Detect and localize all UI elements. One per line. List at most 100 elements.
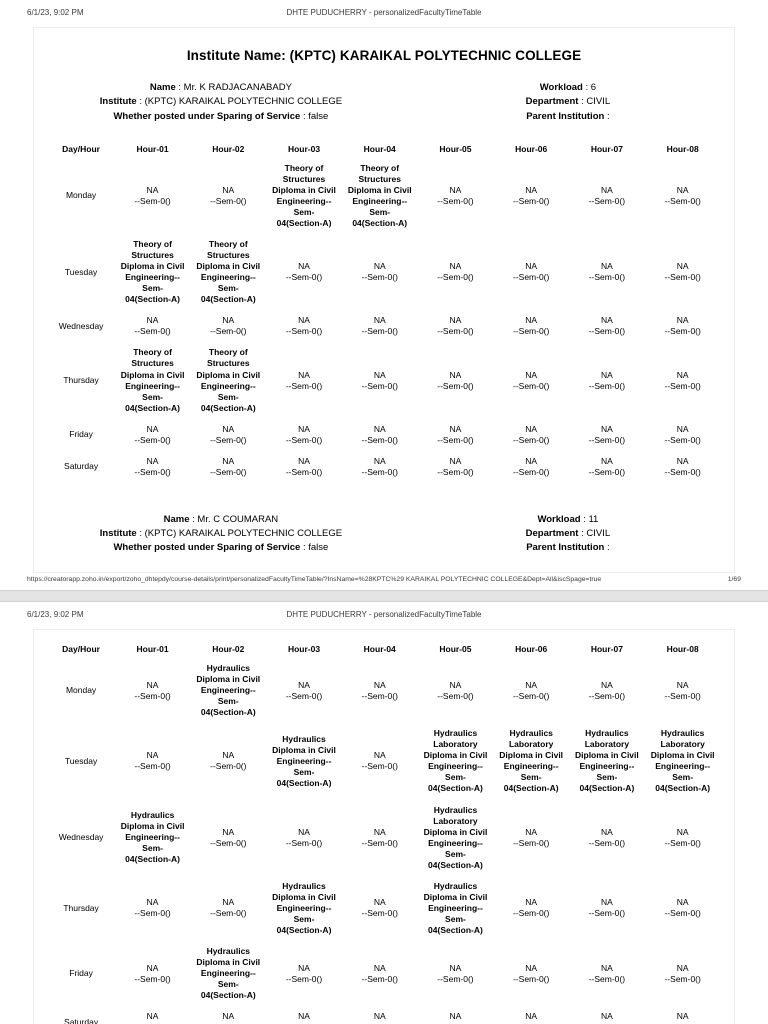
print-header-2: 6/1/23, 9:02 PM DHTE PUDUCHERRY - person… (0, 602, 768, 619)
na-cell: NA --Sem-0() (134, 962, 171, 984)
course-cell: Hydraulics Laboratory Diploma in Civil E… (499, 728, 564, 794)
info-label: Name (163, 513, 190, 525)
info-value: : 11 (580, 513, 599, 525)
timetable-1: Day/Hour Hour-01 Hour-02 Hour-03 Hour-04 Hour… (47, 140, 720, 483)
course-cell: Theory of Structures Diploma in Civil En… (120, 239, 185, 305)
na-cell: NA --Sem-0() (210, 897, 247, 919)
info-label: Whether posted under Sparing of Service (113, 110, 301, 122)
info-label: Institute (99, 96, 137, 108)
course-cell: Hydraulics Laboratory Diploma in Civil E… (575, 728, 639, 794)
na-cell: NA --Sem-0() (134, 679, 171, 701)
column-header: Hour-02 (212, 644, 245, 654)
na-cell: NA --Sem-0() (512, 315, 550, 337)
na-cell: NA --Sem-0() (664, 826, 701, 848)
column-header: Hour-05 (439, 143, 472, 154)
content-frame-1: Institute Name : (KPTC) KARAIKAL POLYTECH… (33, 27, 735, 573)
na-cell: NA --Sem-0() (210, 315, 247, 337)
info-label: Department (525, 528, 579, 540)
na-cell: NA --Sem-0() (134, 1011, 170, 1024)
info-line: Parent Institution : (405, 541, 731, 555)
column-header: Hour-06 (515, 644, 548, 654)
na-cell: NA --Sem-0() (664, 962, 701, 984)
info-label: Whether posted under Sparing of Service (113, 542, 301, 554)
table-row: Tuesday NA --Sem-0() NA --Sem-0() Hydraulic… (47, 723, 720, 799)
na-cell: NA --Sem-0() (664, 1011, 700, 1024)
page-2: 6/1/23, 9:02 PM DHTE PUDUCHERRY - person… (0, 602, 768, 1024)
info-value: : (KPTC) KARAIKAL POLYTECHNIC COLLEGE (136, 96, 343, 108)
na-cell: NA --Sem-0() (437, 315, 474, 337)
column-header: Hour-01 (136, 644, 169, 654)
na-cell: NA --Sem-0() (134, 184, 171, 206)
table-row: Wednesday Hydraulics Diploma in Civil Eng… (47, 800, 720, 876)
column-header: Hour-01 (136, 143, 169, 154)
faculty-info-left-column: Name : Mr. K RADJACANABADY Institute : (K… (37, 81, 405, 124)
na-cell: NA --Sem-0() (512, 679, 550, 701)
na-cell: NA --Sem-0() (588, 369, 626, 391)
na-cell: NA --Sem-0() (588, 826, 626, 848)
info-line: Parent Institution : (405, 110, 731, 124)
faculty-info-left-column: Name : Mr. C COUMARAN Institute : (KPTC) … (37, 513, 405, 556)
na-cell: NA --Sem-0() (437, 679, 474, 701)
info-line: Department : CIVIL (405, 527, 731, 541)
na-cell: NA --Sem-0() (361, 826, 398, 848)
column-header: Hour-04 (363, 644, 396, 654)
course-cell: Hydraulics Laboratory Diploma in Civil E… (650, 728, 715, 794)
na-cell: NA --Sem-0() (513, 1011, 549, 1024)
info-value: : Mr. K RADJACANABADY (175, 82, 292, 93)
na-cell: NA --Sem-0() (437, 1011, 473, 1024)
column-header: Hour-07 (590, 644, 623, 654)
na-cell: NA --Sem-0() (134, 315, 171, 337)
info-value: : (604, 542, 610, 554)
institute-title: Institute Name: (KPTC) KARAIKAL POLYTECH… (186, 48, 582, 63)
na-cell: NA --Sem-0() (361, 897, 398, 919)
na-cell: NA --Sem-0() (361, 455, 398, 477)
na-cell: NA --Sem-0() (588, 261, 626, 283)
page-separator (0, 590, 768, 602)
info-label: Workload (539, 82, 583, 93)
na-cell: NA --Sem-0() (437, 423, 474, 445)
na-cell: NA --Sem-0() (512, 184, 550, 206)
day-cell: Saturday (64, 1016, 99, 1024)
faculty-info-block-2: Name : Mr. C COUMARAN Institute : (KPTC) … (37, 513, 731, 556)
na-cell: NA --Sem-0() (512, 826, 550, 848)
faculty-info-right-column: Workload : 6 Department : CIVIL Parent Ins… (405, 81, 731, 124)
table-row: Wednesday NA --Sem-0() NA --Sem-0() NA --Se… (47, 310, 720, 342)
info-line: Whether posted under Sparing of Service … (37, 110, 405, 124)
na-cell: NA --Sem-0() (361, 315, 398, 337)
header-row: Day/Hour Hour-01 Hour-02 Hour-03 Hour-04 Hour… (47, 140, 720, 158)
table-row: Saturday NA --Sem-0() NA --Sem-0() NA --Sem… (47, 451, 720, 483)
info-line: Name : Mr. C COUMARAN (37, 513, 405, 527)
print-footer: https://creatorapp.zoho.in/export/zoho_d… (0, 576, 768, 583)
day-cell: Tuesday (64, 755, 98, 766)
na-cell: NA --Sem-0() (285, 261, 323, 283)
na-cell: NA --Sem-0() (588, 679, 626, 701)
info-value: : CIVIL (578, 96, 611, 108)
na-cell: NA --Sem-0() (437, 261, 474, 283)
day-cell: Wednesday (58, 320, 104, 331)
print-doc-title: DHTE PUDUCHERRY - personalizedFacultyTim… (286, 8, 482, 17)
info-value: : false (300, 542, 329, 554)
column-header: Day/Hour (62, 644, 100, 654)
na-cell: NA --Sem-0() (664, 315, 701, 337)
course-cell: Hydraulics Laboratory Diploma in Civil E… (423, 728, 488, 794)
na-cell: NA --Sem-0() (512, 962, 550, 984)
course-cell: Theory of Structures Diploma in Civil En… (347, 162, 412, 228)
day-cell: Saturday (64, 461, 99, 472)
na-cell: NA --Sem-0() (361, 962, 398, 984)
column-header: Hour-05 (439, 644, 472, 654)
na-cell: NA --Sem-0() (361, 750, 398, 772)
na-cell: NA --Sem-0() (210, 750, 247, 772)
na-cell: NA --Sem-0() (210, 455, 247, 477)
na-cell: NA --Sem-0() (512, 369, 550, 391)
course-cell: Theory of Structures Diploma in Civil En… (196, 239, 261, 305)
na-cell: NA --Sem-0() (664, 679, 701, 701)
na-cell: NA --Sem-0() (588, 962, 626, 984)
content-frame-2: Day/Hour Hour-01 Hour-02 Hour-03 Hour-04 Hour… (33, 629, 735, 1024)
course-cell: Hydraulics Diploma in Civil Engineering-… (120, 810, 185, 865)
info-label: Workload (537, 513, 581, 525)
table-row: Friday NA --Sem-0() Hydraulics Diploma in … (47, 941, 720, 1006)
na-cell: NA --Sem-0() (512, 455, 550, 477)
info-line: Whether posted under Sparing of Service … (37, 541, 405, 555)
day-cell: Thursday (63, 375, 99, 386)
na-cell: NA --Sem-0() (588, 455, 626, 477)
